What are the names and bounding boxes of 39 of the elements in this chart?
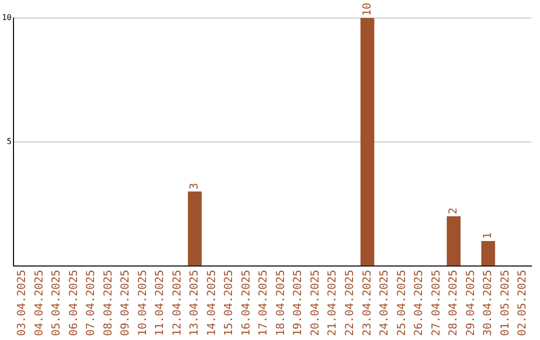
x-tick-label: 03.04.2025 [15, 270, 28, 336]
x-tick-label: 07.04.2025 [84, 270, 98, 336]
x-tick-label: 11.04.2025 [153, 270, 166, 336]
y-tick-label: 5 [6, 136, 12, 146]
x-tick-label: 23.04.2025 [360, 270, 374, 336]
x-tick-label: 16.04.2025 [239, 270, 252, 336]
x-tick-label: 21.04.2025 [326, 270, 339, 336]
data-label: 10 [360, 2, 374, 16]
x-tick-label: 30.04.2025 [481, 270, 494, 336]
x-tick-label: 17.04.2025 [256, 270, 270, 336]
x-tick-label: 18.04.2025 [274, 270, 287, 336]
x-tick-label: 01.05.2025 [498, 270, 512, 336]
x-tick-label: 22.04.2025 [342, 270, 356, 336]
x-tick-label: 10.04.2025 [136, 270, 149, 336]
x-tick-label: 09.04.2025 [118, 270, 132, 336]
x-tick-label: 26.04.2025 [412, 270, 426, 336]
data-label: 3 [188, 182, 201, 190]
x-tick-label: 24.04.2025 [378, 270, 391, 336]
x-tick-label: 14.04.2025 [204, 270, 218, 336]
x-tick-label: 25.04.2025 [394, 270, 408, 336]
x-tick-label: 04.04.2025 [32, 270, 46, 336]
x-tick-label: 28.04.2025 [446, 270, 460, 336]
bar [481, 240, 496, 266]
bar [446, 216, 461, 266]
x-tick-label: 27.04.2025 [429, 270, 442, 336]
x-tick-label: 29.04.2025 [464, 270, 477, 336]
x-tick-label: 02.05.2025 [516, 270, 529, 336]
data-label: 1 [481, 232, 494, 239]
data-label: 2 [446, 208, 460, 214]
bar [188, 191, 202, 266]
x-tick-label: 05.04.2025 [50, 270, 63, 336]
x-tick-label: 15.04.2025 [222, 270, 236, 336]
bar [360, 18, 374, 266]
x-tick-label: 06.04.2025 [66, 270, 80, 336]
x-tick-label: 08.04.2025 [101, 270, 114, 336]
x-tick-label: 20.04.2025 [308, 270, 322, 336]
x-tick-label: 13.04.2025 [188, 270, 201, 336]
x-tick-label: 19.04.2025 [291, 270, 304, 336]
x-tick-label: 12.04.2025 [170, 270, 184, 336]
